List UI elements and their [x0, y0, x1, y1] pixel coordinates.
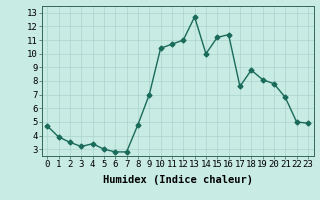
- X-axis label: Humidex (Indice chaleur): Humidex (Indice chaleur): [103, 175, 252, 185]
